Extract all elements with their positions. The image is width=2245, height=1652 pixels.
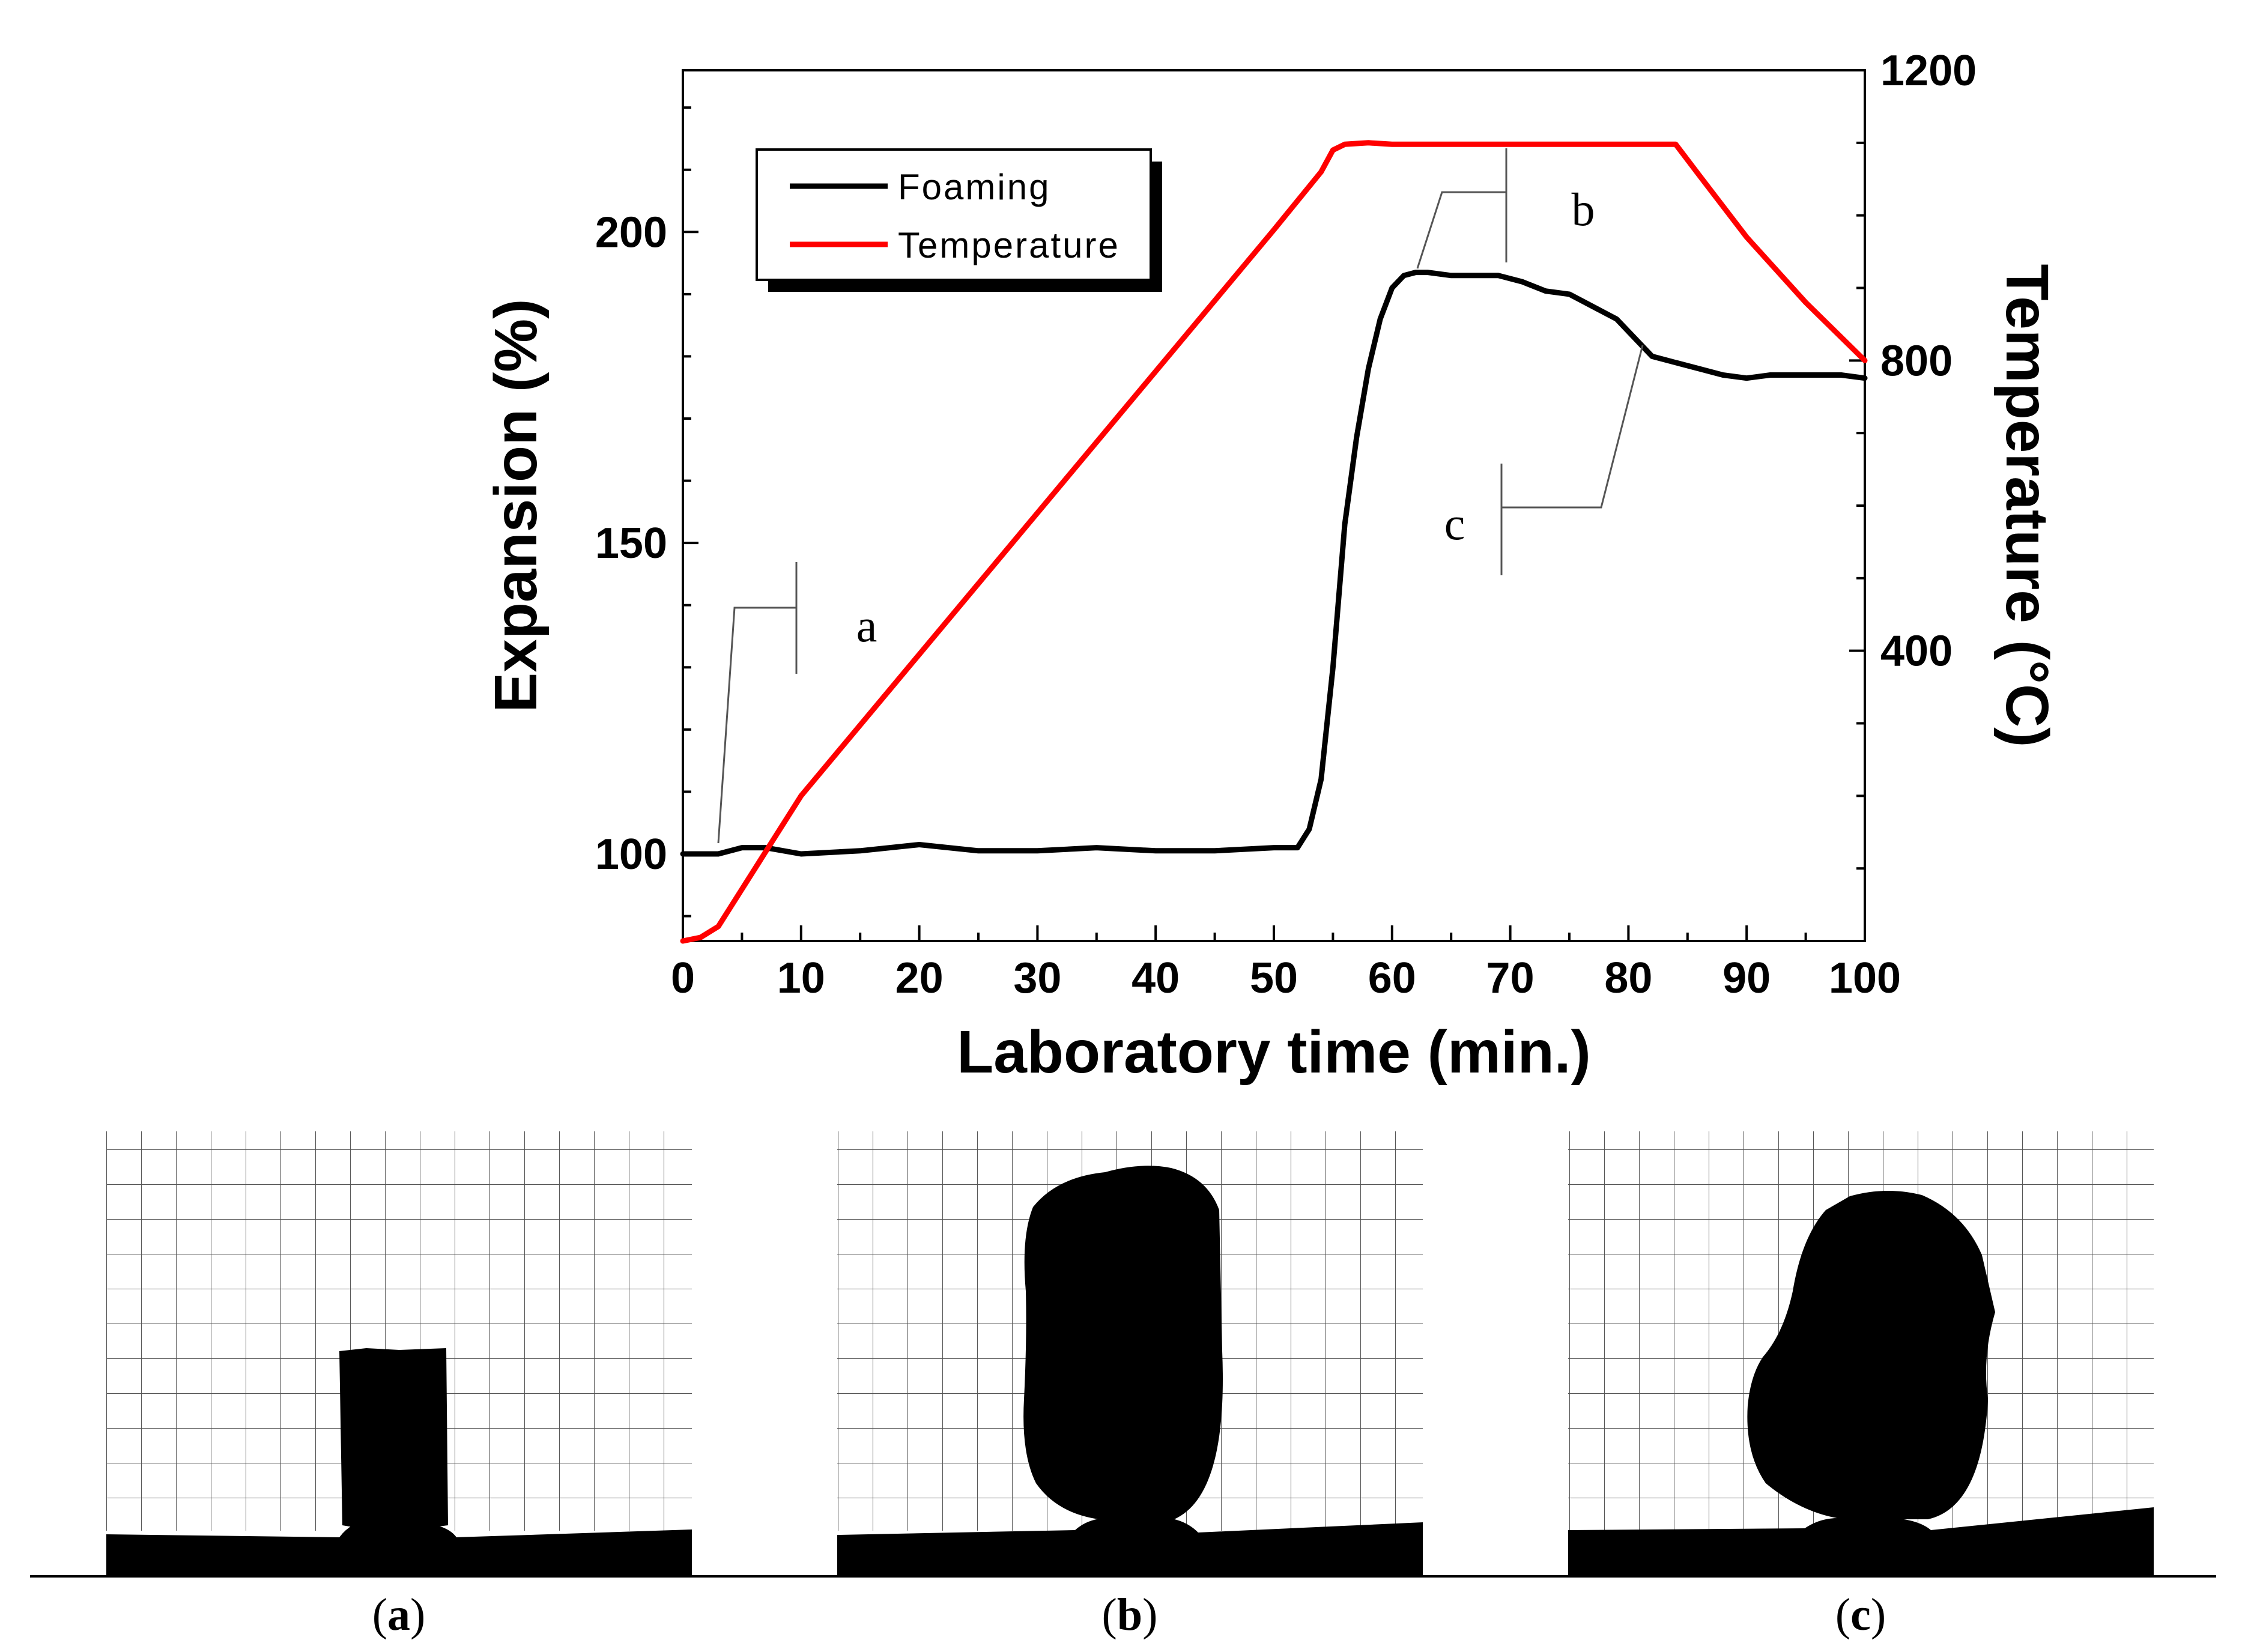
photo-c-sample — [1747, 1190, 1995, 1519]
photo-a-base — [106, 1522, 692, 1576]
x-axis-tick-labels: 0 10 20 30 40 50 60 70 80 90 100 — [671, 954, 1901, 1002]
x-tick-label: 40 — [1132, 954, 1180, 1002]
series-layer — [680, 140, 1868, 944]
left-tick-label: 150 — [595, 519, 667, 567]
x-tick-label: 0 — [671, 954, 695, 1002]
series-line-foaming — [680, 270, 1868, 857]
left-tick-label: 100 — [595, 831, 667, 879]
annotation-a-label: a — [856, 599, 877, 652]
photo-panels: (a) (b) (c) — [30, 1131, 2216, 1640]
annotation-c-leader — [1501, 345, 1644, 509]
photo-b-base — [837, 1518, 1423, 1576]
photo-a-caption: (a) — [372, 1590, 426, 1640]
x-tick-label: 100 — [1829, 954, 1901, 1002]
photo-c-caption: (c) — [1835, 1590, 1886, 1640]
series-line-temperature — [680, 140, 1868, 944]
photo-b-sample — [1023, 1166, 1223, 1519]
x-tick-label: 60 — [1368, 954, 1416, 1002]
right-tick-label: 400 — [1880, 628, 1953, 676]
left-axis-tick-labels: 100 150 200 — [595, 208, 667, 879]
annotation-c-label: c — [1444, 497, 1465, 549]
left-axis-title: Expansion (%) — [482, 299, 550, 713]
annotation-b-label: b — [1572, 183, 1595, 235]
right-tick-label: 1200 — [1880, 47, 1977, 95]
photo-panel-a — [106, 1131, 692, 1576]
legend-label-temperature: Temperature — [898, 225, 1120, 265]
photo-c-base — [1568, 1507, 2154, 1576]
x-tick-label: 30 — [1013, 954, 1061, 1002]
photo-b-caption: (b) — [1102, 1590, 1158, 1640]
annotation-b-leader — [1416, 191, 1506, 269]
legend-label-foaming: Foaming — [898, 167, 1050, 207]
right-axis-ticks — [1849, 69, 1865, 942]
x-tick-label: 70 — [1486, 954, 1535, 1002]
x-tick-label: 20 — [895, 954, 944, 1002]
legend-box — [756, 148, 1152, 281]
x-tick-label: 90 — [1722, 954, 1771, 1002]
legend: Foaming Temperature — [756, 148, 1162, 292]
right-tick-label: 800 — [1880, 337, 1953, 385]
x-tick-label: 10 — [777, 954, 825, 1002]
right-axis-title: Temperature (°C) — [1993, 264, 2061, 748]
photo-panel-b — [837, 1131, 1423, 1576]
x-axis-title: Laboratory time (min.) — [957, 1018, 1591, 1086]
left-tick-label: 200 — [595, 208, 667, 256]
left-axis-ticks — [683, 106, 698, 918]
annotation-leaders — [717, 148, 1644, 844]
photo-panel-c — [1568, 1131, 2154, 1576]
x-tick-label: 80 — [1604, 954, 1652, 1002]
photo-a-sample — [339, 1348, 448, 1528]
chart: 0 10 20 30 40 50 60 70 80 90 100 100 150 200 400 800 1… — [482, 47, 2061, 1086]
annotation-a-leader — [717, 607, 796, 844]
x-tick-label: 50 — [1250, 954, 1298, 1002]
right-axis-tick-labels: 400 800 1200 — [1880, 47, 1977, 676]
x-axis-ticks — [682, 925, 1866, 941]
